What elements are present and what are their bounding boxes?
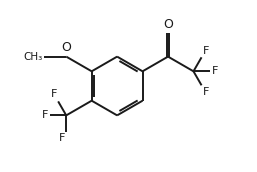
- Text: CH₃: CH₃: [24, 52, 43, 62]
- Text: F: F: [42, 110, 48, 120]
- Text: F: F: [59, 133, 65, 143]
- Text: O: O: [163, 18, 173, 31]
- Text: F: F: [203, 46, 209, 56]
- Text: F: F: [51, 89, 57, 99]
- Text: F: F: [203, 87, 209, 97]
- Text: O: O: [61, 41, 71, 54]
- Text: F: F: [212, 66, 218, 76]
